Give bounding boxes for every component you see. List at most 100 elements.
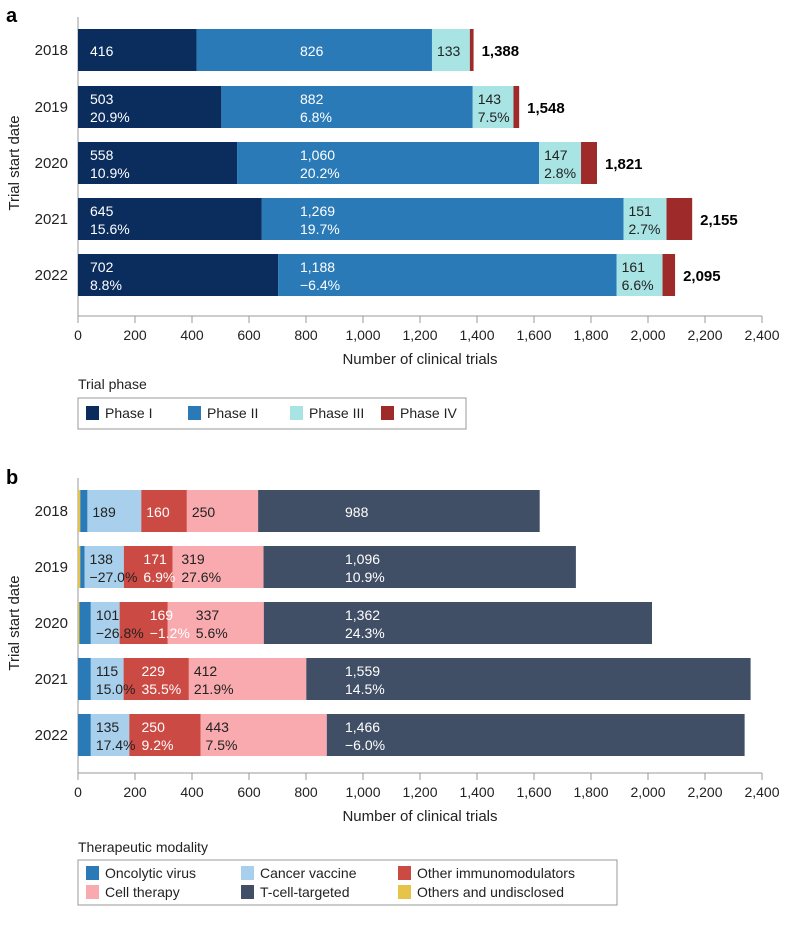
bar-segment-phase-i (78, 142, 238, 184)
legend-label: Cell therapy (105, 884, 180, 900)
data-label-pct: 15.0% (96, 681, 136, 697)
x-tick-label: 1,400 (459, 327, 494, 343)
x-tick-label: 1,800 (573, 784, 608, 800)
data-label: 412 (194, 663, 218, 679)
y-tick-label: 2018 (35, 503, 68, 520)
legend-label: Cancer vaccine (260, 865, 357, 881)
y-tick-label: 2021 (35, 211, 68, 228)
data-label: 135 (96, 719, 120, 735)
data-label-pct: 2.8% (544, 165, 576, 181)
legend-label: Other immunomodulators (417, 865, 575, 881)
bar-segment-t-cell-targeted (263, 602, 652, 644)
data-label: 160 (146, 504, 170, 520)
data-label: 151 (628, 203, 652, 219)
data-label: 161 (622, 259, 646, 275)
data-label-pct: 20.2% (300, 165, 340, 181)
legend-label: Others and undisclosed (417, 884, 564, 900)
bar-segment-phase-iv (513, 86, 520, 128)
data-label: 1,269 (300, 203, 335, 219)
bar-segment-phase-ii (261, 198, 624, 240)
bar-segment-oncolytic-virus (79, 602, 91, 644)
bar-segment-phase-iii (431, 29, 470, 71)
data-label: 1,559 (345, 663, 380, 679)
data-label: 826 (300, 43, 324, 59)
x-tick-label: 1,200 (402, 784, 437, 800)
bar-segment-oncolytic-virus (80, 546, 85, 588)
bar-segment-t-cell-targeted (258, 490, 540, 532)
data-label-pct: 14.5% (345, 681, 385, 697)
legend-title: Therapeutic modality (78, 839, 208, 855)
bar-segment-others-and-undisclosed (78, 490, 81, 532)
panel-label: a (6, 5, 18, 27)
x-tick-label: 400 (180, 327, 204, 343)
data-label-pct: 6.8% (300, 109, 332, 125)
x-tick-label: 1,600 (516, 784, 551, 800)
bar-segment-cell-therapy (172, 546, 264, 588)
bar-segment-phase-i (78, 254, 279, 296)
bar-segment-phase-iv (666, 198, 693, 240)
data-label-pct: −6.4% (300, 277, 340, 293)
data-label-pct: 6.6% (622, 277, 654, 293)
bar-segment-oncolytic-virus (78, 658, 91, 700)
data-label-pct: 21.9% (194, 681, 234, 697)
y-tick-label: 2022 (35, 727, 68, 744)
x-tick-label: 600 (237, 327, 261, 343)
x-tick-label: 400 (180, 784, 204, 800)
bar-segment-oncolytic-virus (78, 714, 91, 756)
bar-segment-phase-i (78, 86, 222, 128)
bar-segment-phase-i (78, 29, 197, 71)
data-label: 1,362 (345, 607, 380, 623)
data-label: 115 (96, 663, 119, 679)
legend-label: Oncolytic virus (105, 865, 196, 881)
legend-swatch (241, 866, 254, 880)
legend-swatch (398, 866, 411, 880)
y-tick-label: 2019 (35, 559, 68, 576)
x-tick-label: 0 (74, 327, 82, 343)
data-label-pct: 8.8% (90, 277, 122, 293)
data-label-pct: 20.9% (90, 109, 130, 125)
bar-segment-other-immunomodulators (141, 490, 187, 532)
legend-swatch (241, 885, 254, 899)
bar-segment-oncolytic-virus (80, 490, 88, 532)
bar-segment-t-cell-targeted (306, 658, 751, 700)
data-label: 443 (206, 719, 230, 735)
data-label: 189 (92, 504, 116, 520)
data-label-pct: −6.0% (345, 737, 385, 753)
y-tick-label: 2021 (35, 671, 68, 688)
x-tick-label: 2,400 (744, 327, 779, 343)
bar-segment-cancer-vaccine (84, 546, 124, 588)
legend-swatch (86, 885, 99, 899)
bar-segment-t-cell-targeted (326, 714, 745, 756)
total-label: 1,548 (527, 100, 565, 117)
x-tick-label: 200 (123, 784, 147, 800)
data-label: 503 (90, 91, 114, 107)
data-label-pct: 10.9% (90, 165, 130, 181)
bar-segment-phase-iv (662, 254, 676, 296)
bar-segment-phase-iv (581, 142, 597, 184)
data-label: 171 (143, 551, 167, 567)
data-label-pct: 19.7% (300, 221, 340, 237)
total-label: 2,155 (700, 212, 738, 229)
data-label: 229 (142, 663, 166, 679)
total-label: 2,095 (683, 268, 721, 285)
bar-segment-t-cell-targeted (263, 546, 576, 588)
legend-swatch (188, 406, 201, 420)
y-axis-label: Trial start date (6, 115, 23, 210)
y-tick-label: 2022 (35, 267, 68, 284)
x-tick-label: 1,000 (345, 327, 380, 343)
data-label: 1,466 (345, 719, 380, 735)
x-tick-label: 600 (237, 784, 261, 800)
data-label: 882 (300, 91, 324, 107)
data-label: 1,188 (300, 259, 335, 275)
data-label: 133 (437, 43, 461, 59)
bar-segment-phase-i (78, 198, 262, 240)
data-label: 558 (90, 147, 114, 163)
x-tick-label: 1,800 (573, 327, 608, 343)
bar-segment-others-and-undisclosed (78, 602, 80, 644)
total-label: 1,821 (605, 156, 643, 173)
bar-segment-phase-iii (616, 254, 663, 296)
bar-segment-cancer-vaccine (90, 714, 130, 756)
x-tick-label: 1,600 (516, 327, 551, 343)
data-label-pct: −26.8% (96, 625, 144, 641)
